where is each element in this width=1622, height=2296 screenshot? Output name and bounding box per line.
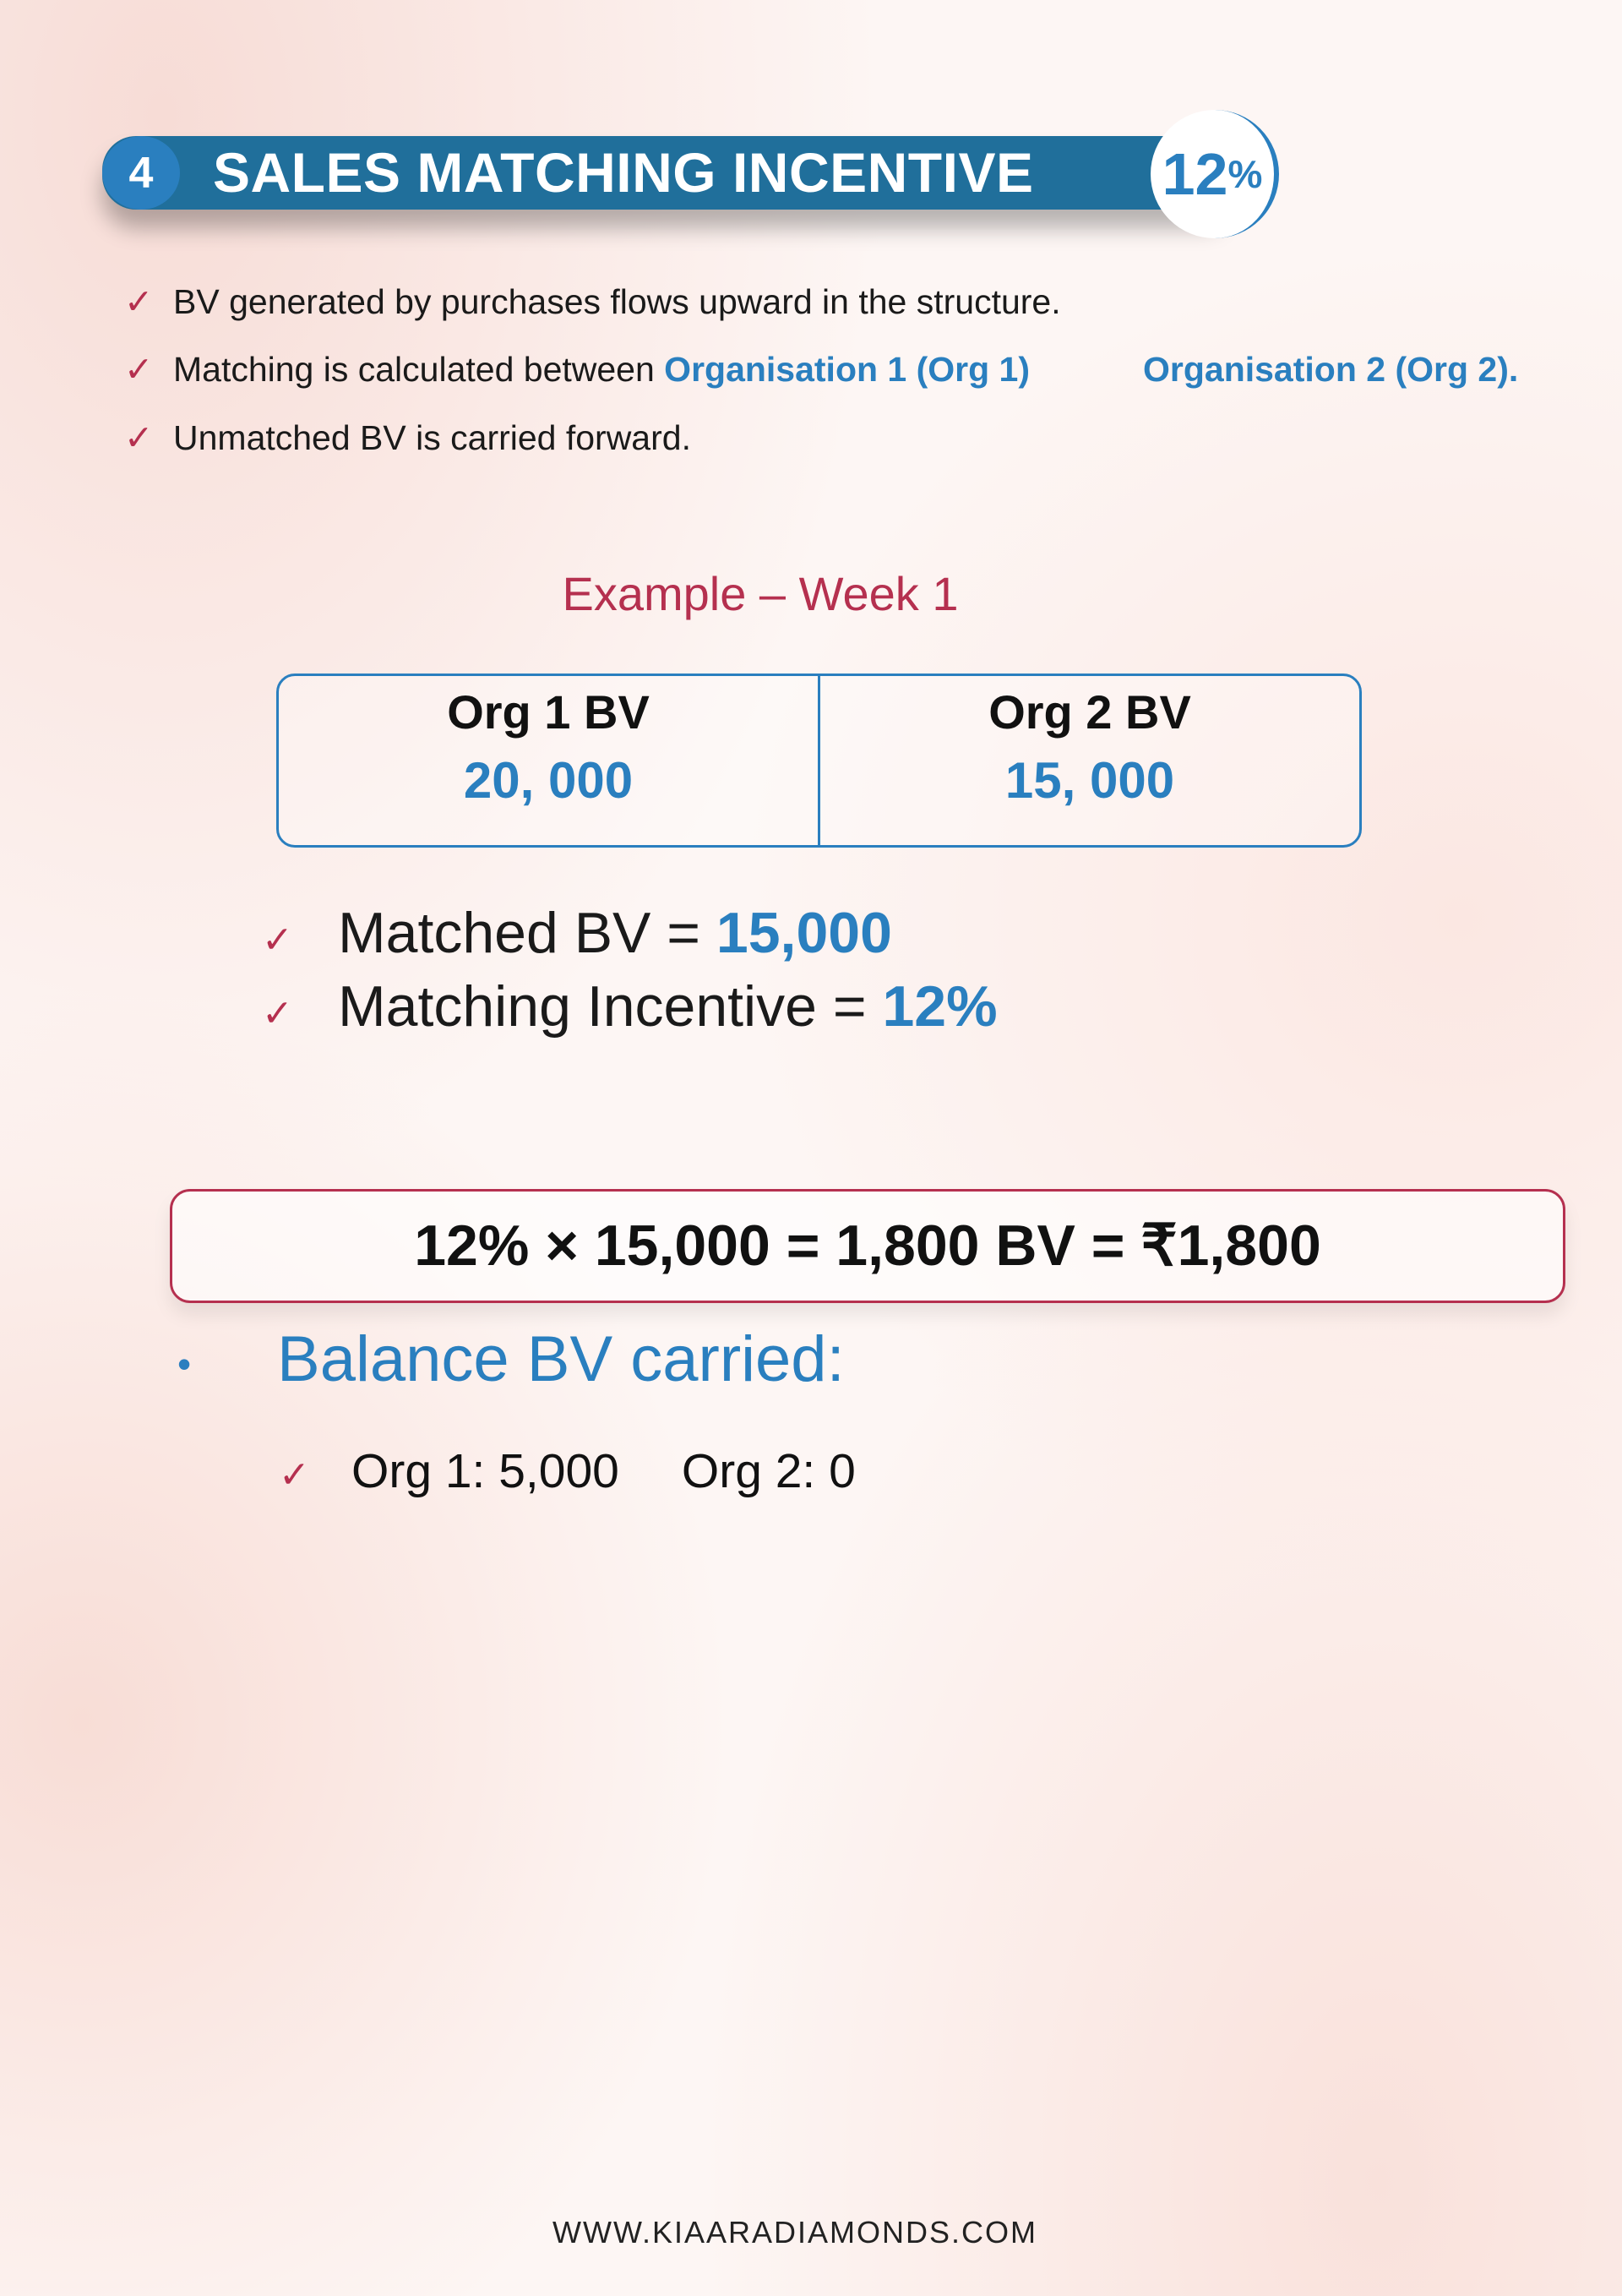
org1-cell: Org 1 BV 20, 000	[279, 676, 818, 845]
bullet-item: ✓ BV generated by purchases flows upward …	[124, 281, 1061, 323]
check-icon: ✓	[279, 1454, 310, 1496]
result-value: 15,000	[716, 901, 892, 965]
org1-name: Organisation 1 (Org 1)	[664, 350, 1031, 389]
check-icon: ✓	[124, 282, 154, 321]
section-number: 4	[102, 136, 180, 210]
bullet-dot-icon: •	[177, 1341, 192, 1386]
percent-unit: %	[1227, 152, 1263, 196]
percent-badge: 12%	[1151, 110, 1279, 238]
org1-value: 20, 000	[463, 752, 634, 809]
org2-name: Organisation 2 (Org 2).	[1143, 350, 1519, 389]
check-icon: ✓	[124, 350, 154, 389]
balance-title: • Balance BV carried:	[177, 1323, 845, 1396]
percent-value: 12	[1162, 141, 1228, 207]
org2-value: 15, 000	[1004, 752, 1175, 809]
section-header-bar	[102, 136, 1217, 210]
check-icon: ✓	[262, 919, 293, 961]
matched-bv-line: ✓ Matched BV = 15,000	[262, 900, 892, 966]
balance-title-text: Balance BV carried:	[277, 1323, 845, 1395]
bullet-text: Matching is calculated between	[173, 350, 665, 389]
result-value: 12%	[882, 974, 998, 1039]
org1-label: Org 1 BV	[447, 685, 650, 739]
org2-label: Org 2 BV	[988, 685, 1191, 739]
balance-org1: Org 1: 5,000	[351, 1444, 619, 1498]
result-label: Matched BV =	[338, 901, 716, 965]
example-title: Example – Week 1	[562, 567, 959, 620]
bullet-text: BV generated by purchases flows upward i…	[173, 282, 1061, 321]
footer-website[interactable]: WWW.KIAARADIAMONDS.COM	[552, 2215, 1037, 2250]
balance-values: ✓ Org 1: 5,000 Org 2: 0	[279, 1443, 856, 1499]
balance-org2: Org 2: 0	[681, 1444, 856, 1498]
check-icon: ✓	[262, 993, 293, 1034]
bullet-text: Unmatched BV is carried forward.	[173, 418, 691, 457]
formula-box: 12% × 15,000 = 1,800 BV = ₹1,800	[170, 1189, 1565, 1303]
bv-table: Org 1 BV 20, 000 Org 2 BV 15, 000	[276, 674, 1362, 848]
section-title: SALES MATCHING INCENTIVE	[213, 141, 1034, 204]
result-label: Matching Incentive =	[338, 974, 883, 1039]
bullet-item: ✓ Unmatched BV is carried forward.	[124, 417, 691, 459]
matching-incentive-line: ✓ Matching Incentive = 12%	[262, 973, 998, 1039]
bullet-item: ✓ Matching is calculated between Organisa…	[124, 348, 1030, 390]
check-icon: ✓	[124, 418, 154, 457]
org2-cell: Org 2 BV 15, 000	[818, 676, 1359, 845]
